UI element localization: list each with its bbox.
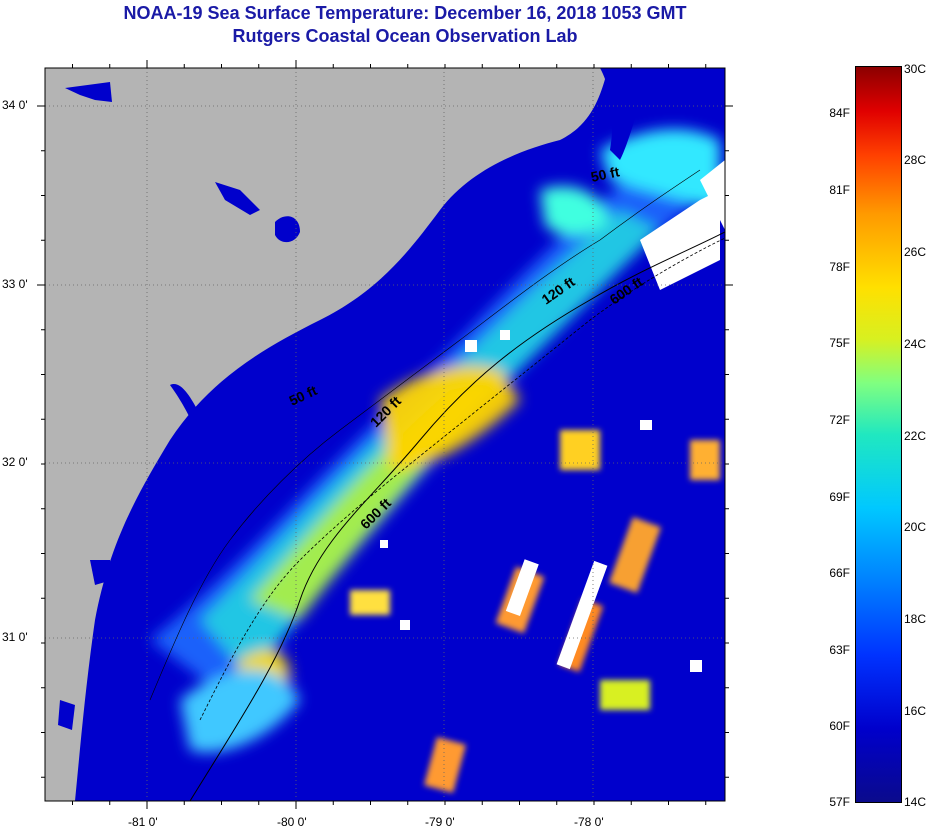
colorbar (855, 66, 902, 803)
inlet-water (600, 68, 650, 160)
colorbar-c-label: 28C (904, 153, 927, 167)
colorbar-f-label: 75F (829, 336, 850, 350)
colorbar-c-label: 24C (904, 337, 927, 351)
colorbar-f-label: 81F (829, 183, 850, 197)
colorbar-c-label: 20C (904, 520, 927, 534)
colorbar-f-label: 78F (829, 260, 850, 274)
colorbar-c-label: 30C (904, 62, 927, 76)
axis-ticks (37, 60, 733, 809)
colorbar-c-label: 26C (904, 245, 927, 259)
contour-600ft (189, 231, 725, 801)
colorbar-f-label: 60F (829, 719, 850, 733)
cloud-mask (170, 160, 725, 672)
lon-label: -81 0' (128, 815, 158, 829)
lat-label: 33 0' (2, 277, 28, 291)
colorbar-f-label: 57F (829, 795, 850, 809)
inland-water (58, 82, 300, 730)
contour-50ft (149, 169, 701, 701)
colorbar-c-label: 14C (904, 795, 927, 809)
colorbar-c-label: 16C (904, 704, 927, 718)
colorbar-f-label: 69F (829, 490, 850, 504)
map-title: NOAA-19 Sea Surface Temperature: Decembe… (123, 3, 687, 23)
contour-120ft (199, 237, 725, 721)
map-frame (44, 67, 726, 802)
colorbar-c-label: 22C (904, 429, 927, 443)
warm-filaments (350, 430, 720, 794)
lat-label: 34 0' (2, 98, 28, 112)
colorbar-f-label: 72F (829, 413, 850, 427)
lat-label: 32 0' (2, 455, 28, 469)
lat-label: 31 0' (2, 630, 28, 644)
colorbar-f-label: 66F (829, 566, 850, 580)
graticule (45, 68, 725, 801)
lon-label: -79 0' (425, 815, 455, 829)
lon-label: -78 0' (574, 815, 604, 829)
land (45, 68, 608, 801)
map-subtitle: Rutgers Coastal Ocean Observation Lab (232, 26, 578, 46)
colorbar-c-label: 18C (904, 612, 927, 626)
lon-label: -80 0' (277, 815, 307, 829)
colorbar-f-label: 84F (829, 106, 850, 120)
colorbar-f-label: 63F (829, 643, 850, 657)
depth-label: 50 ft (589, 163, 621, 185)
